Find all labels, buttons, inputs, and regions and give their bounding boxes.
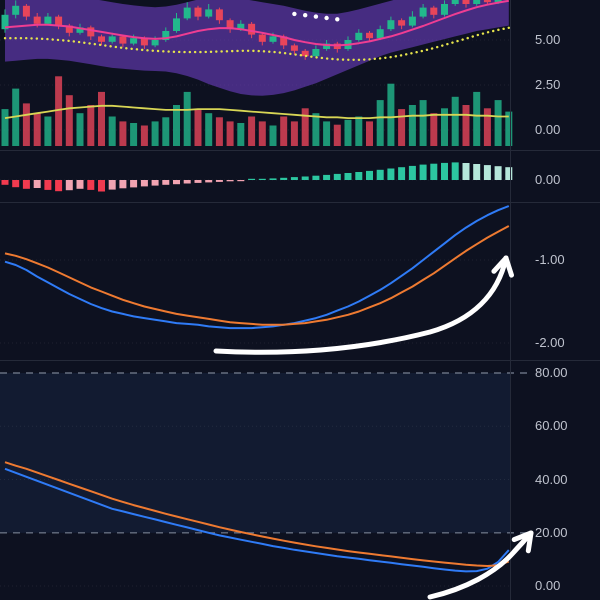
volume-bars (1, 76, 513, 146)
stoch_k-line (4, 467, 510, 573)
axis-label: 5.00 (535, 32, 561, 47)
macd-histogram-panel-canvas[interactable] (0, 150, 600, 202)
stoch-band (0, 373, 510, 533)
dotted-ma-line (3, 26, 510, 61)
panel-separator (0, 360, 600, 361)
macd-line (4, 205, 510, 330)
axis-label: 2.50 (535, 77, 561, 92)
axis-label: 0.00 (535, 122, 561, 137)
axis-label: 80.00 (535, 365, 568, 380)
axis-label: 20.00 (535, 525, 568, 540)
bollinger-band-fill (5, 0, 509, 96)
stoch_d-line (4, 461, 510, 567)
axis-label: 60.00 (535, 418, 568, 433)
histogram-bars (1, 162, 513, 192)
panel-separator (0, 150, 600, 151)
stochastic-panel-canvas[interactable] (0, 360, 600, 600)
volume-ma-line (4, 104, 509, 119)
panel-separator (0, 202, 600, 203)
axis-label: -1.00 (535, 252, 565, 267)
price-scale-axis[interactable]: 5.00 2.50 0.00 0.00 -1.00 -2.00 80.00 60.00 40.0… (510, 0, 600, 600)
price-panel-canvas[interactable] (0, 0, 600, 150)
axis-label: 40.00 (535, 472, 568, 487)
signal-line (4, 225, 510, 326)
sar-dots (292, 11, 340, 22)
axis-label: 0.00 (535, 578, 561, 593)
bb-basis-line (4, 0, 509, 47)
axis-label: -2.00 (535, 335, 565, 350)
axis-label: 0.00 (535, 172, 561, 187)
